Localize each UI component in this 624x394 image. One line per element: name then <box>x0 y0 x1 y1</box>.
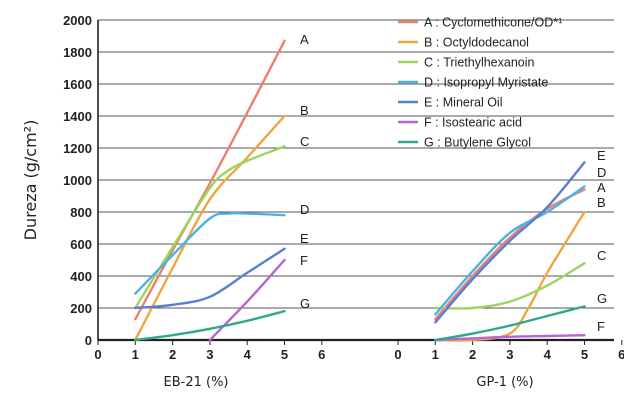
series-line-a-p2 <box>434 188 586 321</box>
y-tick-label: 0 <box>85 333 92 348</box>
legend-label: B : Octyldodecanol <box>424 36 529 50</box>
series-line-a-p1 <box>134 39 286 321</box>
y-tick-label: 1400 <box>63 109 92 124</box>
x-tick-label: 4 <box>544 347 552 362</box>
y-tick-label: 1600 <box>63 77 92 92</box>
y-tick-label: 1000 <box>63 173 92 188</box>
series-line-g-p1 <box>134 310 286 342</box>
end-label-d-p1: D <box>300 202 309 217</box>
legend-label: D : Isopropyl Myristate <box>424 76 548 90</box>
end-label-f-p1: F <box>300 253 308 268</box>
end-label-g-p2: G <box>597 291 607 306</box>
x-tick-label: 6 <box>618 347 624 362</box>
x-tick-label: 2 <box>469 347 476 362</box>
x-tick-label: 4 <box>244 347 252 362</box>
x-tick-label: 2 <box>169 347 176 362</box>
legend-label: A : Cyclomethicone/OD*¹ <box>424 16 562 30</box>
y-tick-label: 800 <box>70 205 92 220</box>
legend-label: C : Triethylhexanoin <box>424 56 535 70</box>
end-label-b-p2: B <box>597 195 606 210</box>
series-line-c-p1 <box>134 145 286 310</box>
legend: A : Cyclomethicone/OD*¹ B : Octyldodecano… <box>398 16 562 150</box>
series-line-d-p1 <box>134 211 286 295</box>
end-label-b-p1: B <box>300 103 309 118</box>
y-axis-label: Dureza (g/cm²) <box>21 120 40 241</box>
y-tick-label: 1800 <box>63 45 92 60</box>
legend-label: G : Butylene Glycol <box>424 136 531 150</box>
end-label-d-p2: D <box>597 165 606 180</box>
end-label-g-p1: G <box>300 296 310 311</box>
x-axis-label: GP-1 (%) <box>476 375 533 390</box>
gridlines <box>98 19 614 342</box>
y-tick-label: 600 <box>70 237 92 252</box>
x-tick-label: 3 <box>506 347 513 362</box>
x-tick-label: 5 <box>581 347 588 362</box>
x-tick-label: 0 <box>94 347 101 362</box>
legend-label: F : Isostearic acid <box>424 116 522 130</box>
end-label-e-p1: E <box>300 231 309 246</box>
series-line-c-p2 <box>434 262 586 310</box>
end-label-f-p2: F <box>597 319 605 334</box>
x-tick-label: 0 <box>394 347 401 362</box>
x-tick-label: 1 <box>132 347 139 362</box>
series-line-f-p1 <box>208 258 286 342</box>
end-label-a-p1: A <box>300 32 309 47</box>
series-line-g-p2 <box>434 305 586 342</box>
x-tick-label: 5 <box>281 347 288 362</box>
x-tick-label: 3 <box>206 347 213 362</box>
y-tick-label: 400 <box>70 269 92 284</box>
end-label-c-p1: C <box>300 134 309 149</box>
y-tick-label: 2000 <box>63 13 92 28</box>
x-axis-label: EB-21 (%) <box>164 375 229 390</box>
series-line-f-p2 <box>434 334 586 342</box>
series-line-d-p2 <box>434 185 586 316</box>
axes: 0200400600800100012001400160018002000Dur… <box>21 13 624 390</box>
series-line-e-p2 <box>434 161 586 324</box>
y-tick-label: 1200 <box>63 141 92 156</box>
end-label-c-p2: C <box>597 248 606 263</box>
y-tick-label: 200 <box>70 301 92 316</box>
series-lines <box>134 39 586 342</box>
end-label-e-p2: E <box>597 148 606 163</box>
series-line-b-p1 <box>134 114 286 342</box>
legend-label: E : Mineral Oil <box>424 96 503 110</box>
series-line-b-p2 <box>434 210 586 342</box>
x-tick-label: 6 <box>318 347 325 362</box>
x-tick-label: 1 <box>432 347 439 362</box>
end-label-a-p2: A <box>597 180 606 195</box>
series-line-e-p1 <box>134 247 286 310</box>
